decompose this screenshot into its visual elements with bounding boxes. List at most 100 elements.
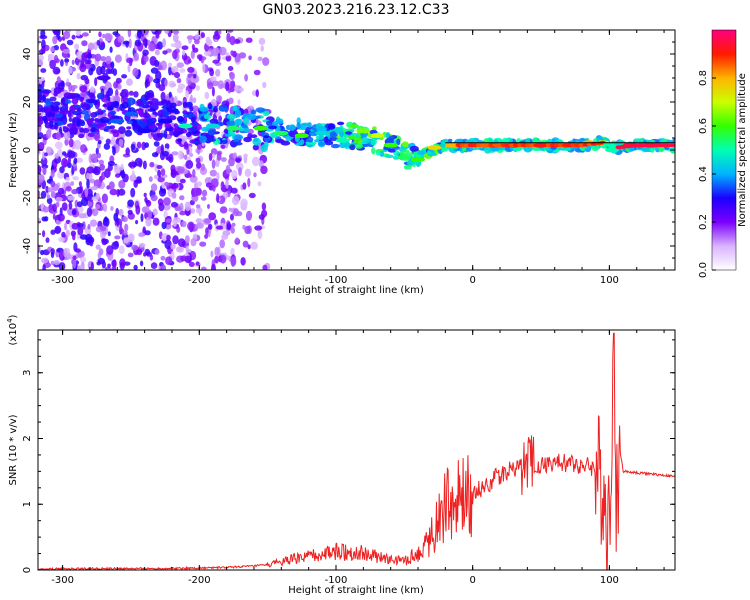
heatmap-ridge-cell: [371, 147, 376, 155]
heatmap-ridge-cell: [71, 98, 79, 105]
heatmap-noise-cell: [86, 178, 90, 189]
heatmap-peak-cell: [335, 137, 350, 143]
heatmap-ridge-cell: [182, 110, 188, 115]
heatmap-noise-cell: [210, 76, 217, 82]
heatmap-noise-cell: [124, 129, 133, 137]
heatmap-noise-cell: [145, 216, 152, 227]
heatmap-noise-cell: [102, 217, 110, 227]
heatmap-noise-cell: [188, 261, 195, 267]
heatmap-ridge-cell: [232, 141, 243, 146]
heatmap-noise-cell: [201, 189, 208, 197]
heatmap-noise-cell: [106, 245, 114, 255]
heatmap-noise-cell: [219, 46, 227, 56]
heatmap-noise-cell: [112, 259, 117, 269]
heatmap-ridge-cell: [138, 121, 148, 128]
heatmap-noise-cell: [44, 152, 48, 157]
heatmap-noise-cell: [71, 34, 76, 40]
heatmap-noise-cell: [208, 212, 217, 221]
heatmap-ridge-cell: [146, 118, 154, 127]
heatmap-noise-cell: [237, 99, 241, 106]
heatmap-noise-cell: [89, 178, 96, 184]
heatmap-noise-cell: [170, 43, 179, 48]
heatmap-noise-cell: [147, 90, 154, 98]
heatmap-noise-cell: [177, 166, 185, 174]
heatmap-noise-cell: [229, 71, 234, 78]
heatmap-noise-cell: [71, 188, 79, 195]
heatmap-ridge-cell: [96, 92, 104, 100]
heatmap-noise-cell: [68, 117, 73, 123]
heatmap-noise-cell: [50, 248, 55, 256]
heatmap-noise-cell: [73, 166, 78, 172]
spectrogram-xtick-label: 100: [600, 275, 619, 286]
heatmap-noise-cell: [50, 260, 55, 266]
heatmap-noise-cell: [38, 36, 41, 46]
heatmap-noise-cell: [85, 233, 93, 243]
heatmap-ridge-cell: [409, 145, 419, 152]
heatmap-ridge-cell: [369, 129, 378, 135]
figure-title: GN03.2023.216.23.12.C33: [263, 2, 450, 18]
heatmap-noise-cell: [160, 264, 166, 270]
heatmap-noise-cell: [184, 235, 190, 244]
heatmap-noise-cell: [231, 222, 236, 227]
heatmap-noise-cell: [168, 65, 172, 76]
heatmap-ridge-cell: [152, 133, 163, 141]
heatmap-noise-cell: [187, 66, 195, 73]
heatmap-noise-cell: [67, 157, 72, 164]
heatmap-noise-cell: [176, 246, 183, 253]
heatmap-noise-cell: [164, 30, 170, 34]
heatmap-ridge-cell: [109, 125, 116, 130]
heatmap-noise-cell: [138, 242, 146, 248]
heatmap-noise-cell: [184, 173, 193, 178]
heatmap-noise-cell: [170, 201, 178, 208]
heatmap-noise-cell: [230, 226, 235, 234]
colorbar-tick-label: 0.0: [698, 262, 709, 278]
heatmap-ridge-cell: [250, 109, 257, 115]
heatmap-ridge-cell: [63, 99, 72, 104]
heatmap-noise-cell: [242, 240, 249, 248]
snr-ytick-label: 1: [22, 501, 33, 507]
heatmap-ridge-cell: [288, 124, 296, 131]
heatmap-noise-cell: [245, 37, 253, 43]
heatmap-noise-cell: [209, 68, 215, 77]
heatmap-ridge-cell: [38, 94, 43, 102]
heatmap-noise-cell: [87, 59, 92, 65]
heatmap-noise-cell: [157, 169, 162, 178]
heatmap-noise-cell: [258, 37, 266, 46]
heatmap-noise-cell: [151, 30, 156, 33]
heatmap-noise-cell: [50, 180, 56, 188]
heatmap-ridge-cell: [233, 105, 238, 112]
heatmap-ridge-cell: [69, 127, 78, 132]
heatmap-noise-cell: [96, 261, 101, 266]
heatmap-noise-cell: [207, 204, 210, 209]
heatmap-ridge-cell: [234, 119, 243, 125]
heatmap-noise-cell: [145, 199, 150, 204]
heatmap-noise-cell: [113, 240, 119, 247]
heatmap-ridge-cell: [385, 132, 391, 138]
colorbar-ticks: 0.0 0.2 0.4 0.6 0.8: [698, 70, 716, 278]
heatmap-noise-cell: [75, 30, 81, 37]
heatmap-ridge-cell: [524, 146, 529, 151]
heatmap-noise-cell: [230, 247, 235, 257]
heatmap-noise-cell: [38, 132, 44, 140]
heatmap-noise-cell: [64, 222, 68, 231]
heatmap-noise-cell: [117, 83, 122, 90]
heatmap-ridge-cell: [226, 114, 237, 120]
heatmap-peak-cell: [445, 142, 460, 148]
heatmap-noise-cell: [142, 49, 149, 56]
heatmap-noise-cell: [64, 58, 70, 63]
heatmap-peak-cell: [397, 154, 412, 160]
heatmap-noise-cell: [81, 221, 86, 230]
heatmap-noise-cell: [149, 161, 155, 168]
heatmap-noise-cell: [57, 187, 65, 195]
snr-series-line: [38, 332, 675, 570]
heatmap-ridge-cell: [347, 135, 357, 140]
heatmap-noise-cell: [110, 61, 115, 70]
heatmap-ridge-cell: [173, 131, 180, 138]
heatmap-noise-cell: [189, 175, 198, 183]
heatmap-noise-cell: [211, 86, 215, 97]
heatmap-ridge-cell: [247, 113, 257, 121]
heatmap-noise-cell: [155, 30, 160, 39]
heatmap-noise-cell: [108, 181, 115, 190]
heatmap-ridge-cell: [88, 92, 95, 98]
heatmap-ridge-cell: [207, 129, 216, 136]
